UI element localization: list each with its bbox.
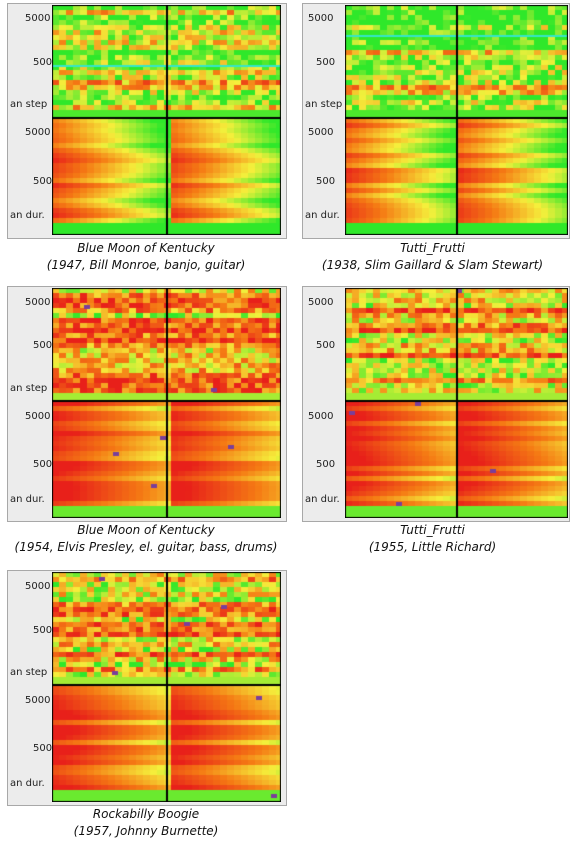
chart-title: Blue Moon of Kentucky: [77, 241, 215, 255]
chart-caption: Rockabilly Boogie (1957, Johnny Burnette…: [0, 806, 292, 840]
chart-subtitle: (1938, Slim Gaillard & Slam Stewart): [321, 258, 544, 272]
chart-title: Rockabilly Boogie: [92, 807, 200, 821]
y-tick-label-500-top: 500: [316, 57, 336, 68]
chart-title: Tutti_Frutti: [400, 523, 465, 537]
y-tick-label-dur: an dur.: [10, 210, 45, 221]
heatmap-canvas: [52, 5, 281, 235]
heatmap-canvas: [345, 5, 568, 235]
heatmap-canvas: [345, 288, 568, 518]
y-tick-label-500-bottom: 500: [33, 176, 53, 187]
y-tick-label-step: an step: [10, 383, 48, 394]
y-tick-label-500-bottom: 500: [33, 459, 53, 470]
y-tick-label-5000-bottom: 5000: [25, 127, 51, 138]
chart-subtitle: (1947, Bill Monroe, banjo, guitar): [46, 258, 246, 272]
chart-subtitle: (1955, Little Richard): [368, 540, 497, 554]
y-tick-label-step: an step: [10, 99, 48, 110]
chart-caption: Tutti_Frutti (1938, Slim Gaillard & Slam…: [290, 240, 575, 274]
y-tick-label-dur: an dur.: [305, 210, 340, 221]
y-tick-label-5000-bottom: 5000: [308, 127, 334, 138]
y-tick-label-5000-top: 5000: [25, 13, 51, 24]
heatmap-canvas: [52, 288, 281, 518]
chart-subtitle: (1954, Elvis Presley, el. guitar, bass, …: [14, 540, 278, 554]
chart-subtitle: (1957, Johnny Burnette): [73, 824, 219, 838]
y-tick-label-dur: an dur.: [10, 494, 45, 505]
chart-caption: Blue Moon of Kentucky (1954, Elvis Presl…: [0, 522, 292, 556]
y-tick-label-step: an step: [305, 99, 343, 110]
chart-caption: Tutti_Frutti (1955, Little Richard): [290, 522, 575, 556]
y-tick-label-5000-top: 5000: [25, 297, 51, 308]
y-tick-label-500-bottom: 500: [316, 176, 336, 187]
y-tick-label-5000-bottom: 5000: [25, 695, 51, 706]
y-tick-label-5000-bottom: 5000: [308, 411, 334, 422]
y-tick-label-dur: an dur.: [10, 778, 45, 789]
y-tick-label-dur: an dur.: [305, 494, 340, 505]
chart-title: Blue Moon of Kentucky: [77, 523, 215, 537]
chart-caption: Blue Moon of Kentucky (1947, Bill Monroe…: [0, 240, 292, 274]
y-tick-label-500-bottom: 500: [316, 459, 336, 470]
y-tick-label-500-top: 500: [33, 57, 53, 68]
y-tick-label-500-bottom: 500: [33, 743, 53, 754]
y-tick-label-5000-top: 5000: [308, 13, 334, 24]
chart-title: Tutti_Frutti: [400, 241, 465, 255]
y-tick-label-step: an step: [10, 667, 48, 678]
y-tick-label-5000-bottom: 5000: [25, 411, 51, 422]
y-tick-label-500-top: 500: [316, 340, 336, 351]
y-tick-label-500-top: 500: [33, 625, 53, 636]
y-tick-label-5000-top: 5000: [308, 297, 334, 308]
y-tick-label-5000-top: 5000: [25, 581, 51, 592]
y-tick-label-500-top: 500: [33, 340, 53, 351]
heatmap-canvas: [52, 572, 281, 802]
